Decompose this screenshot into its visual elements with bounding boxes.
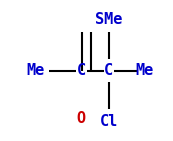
Text: Cl: Cl: [99, 114, 118, 129]
Text: C: C: [77, 63, 86, 78]
Text: C: C: [104, 63, 113, 78]
Text: Me: Me: [135, 63, 153, 78]
Text: SMe: SMe: [95, 12, 122, 27]
Text: Me: Me: [26, 63, 45, 78]
Text: O: O: [77, 111, 86, 126]
